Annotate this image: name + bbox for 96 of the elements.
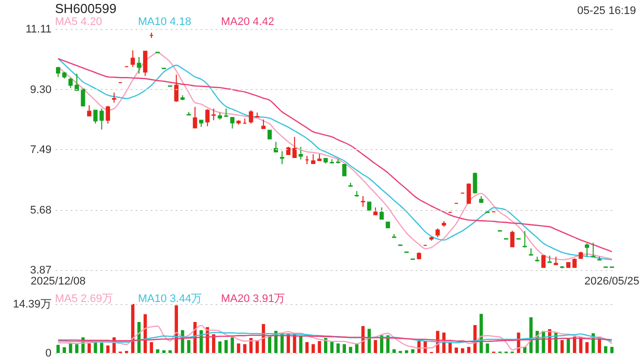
- bar: [336, 343, 340, 353]
- candlestick: [112, 92, 116, 104]
- line-series: [58, 332, 612, 344]
- candlestick: [280, 150, 284, 165]
- y-tick-label: 11.11: [26, 24, 52, 36]
- candlestick: [87, 104, 92, 116]
- text: 05-25 16:19: [577, 5, 636, 17]
- bar: [342, 344, 346, 353]
- bar: [566, 338, 570, 353]
- candlestick: [68, 77, 73, 88]
- bar: [299, 336, 302, 353]
- bar: [305, 342, 309, 353]
- candlestick: [136, 56, 142, 74]
- bar: [523, 346, 526, 353]
- candlestick: [74, 73, 79, 92]
- bar: [318, 341, 322, 353]
- bar: [324, 338, 328, 353]
- candlestick: [472, 172, 478, 194]
- candlestick: [311, 154, 316, 164]
- y-tick-label: 9.30: [30, 84, 52, 96]
- bar: [374, 340, 378, 353]
- bar: [448, 342, 452, 353]
- bar: [100, 342, 104, 353]
- bar: [88, 343, 91, 353]
- y-tick-label: 7.49: [30, 144, 52, 156]
- bar: [56, 344, 60, 353]
- bar: [480, 314, 483, 353]
- candlestick: [342, 164, 346, 176]
- bar: [200, 330, 203, 353]
- bar: [355, 343, 358, 353]
- candlestick: [106, 105, 110, 124]
- bar: [467, 346, 470, 353]
- bar: [106, 346, 110, 353]
- bar: [348, 346, 352, 353]
- bar: [368, 328, 371, 353]
- bar: [454, 348, 458, 353]
- bar: [486, 343, 490, 353]
- candlestick: [212, 108, 216, 121]
- text: MA10 3.44万: [138, 292, 204, 306]
- candlestick: [248, 110, 254, 124]
- bar: [460, 348, 464, 353]
- bar: [312, 344, 315, 353]
- bar: [62, 347, 66, 353]
- bar: [156, 349, 160, 353]
- candlestick: [584, 242, 590, 258]
- bar: [411, 349, 414, 353]
- bar: [236, 343, 240, 353]
- x-tick-label: 2025/12/08: [30, 276, 86, 288]
- bar: [268, 336, 272, 353]
- chart-title: SH600599: [55, 1, 116, 16]
- line-series: [58, 334, 612, 342]
- bar: [212, 334, 216, 353]
- text: MA5 4.20: [55, 16, 104, 28]
- y-tick-label: 5.68: [30, 204, 52, 216]
- text: MA5 2.69万: [55, 292, 114, 306]
- bar: [187, 340, 190, 353]
- candlestick: [466, 182, 471, 204]
- candlestick: [174, 74, 178, 102]
- text: MA10 4.18: [138, 16, 192, 28]
- line-series: [58, 324, 612, 351]
- candlestick: [192, 106, 198, 128]
- bar: [75, 344, 78, 353]
- bar: [610, 346, 614, 353]
- candlestick: [143, 50, 148, 76]
- candlestick: [80, 88, 86, 106]
- candlestick: [93, 110, 98, 124]
- bar: [604, 346, 608, 353]
- bar: [243, 344, 246, 353]
- candlestick: [360, 196, 366, 208]
- candlestick: [274, 141, 278, 152]
- text: MA20 4.42: [221, 16, 276, 28]
- candlestick: [100, 108, 104, 130]
- bar: [585, 342, 589, 353]
- y-tick-label: 3.87: [30, 264, 52, 276]
- candlestick: [230, 117, 234, 130]
- bar: [218, 341, 222, 353]
- candlestick: [130, 50, 135, 68]
- y-tick-label: 0: [45, 348, 52, 360]
- bar: [560, 340, 564, 353]
- bar: [224, 340, 228, 353]
- candlestick: [205, 108, 210, 127]
- candlestick: [292, 136, 297, 158]
- bar: [230, 337, 234, 353]
- candlestick: [380, 206, 384, 220]
- candlestick: [298, 146, 303, 160]
- y-tick-label: 14.39万: [12, 298, 52, 310]
- bar: [150, 342, 154, 353]
- text: MA20 3.91万: [221, 292, 286, 306]
- candlestick: [510, 230, 514, 248]
- bar: [144, 314, 147, 353]
- bar: [424, 341, 427, 353]
- bar: [131, 304, 134, 353]
- candlestick: [591, 242, 596, 258]
- x-tick-label: 2026/05/25: [584, 276, 640, 288]
- candlestick: [541, 255, 546, 268]
- candlestick: [522, 230, 527, 248]
